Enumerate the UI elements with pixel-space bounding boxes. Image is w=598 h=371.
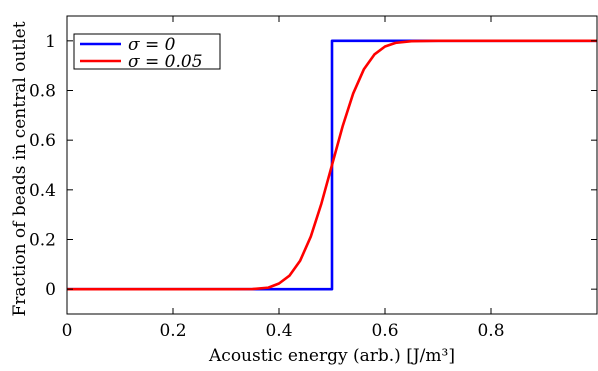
plot-frame: [66, 15, 598, 315]
x-axis-label: Acoustic energy (arb.) [J/m³]: [208, 346, 455, 366]
x-tick-label: 0.8: [477, 321, 504, 341]
x-tick-label: 0: [62, 321, 73, 341]
legend-box: [73, 33, 221, 70]
x-tick-label: 0.2: [159, 321, 186, 341]
y-tick-label: 0.4: [29, 181, 56, 201]
legend-entry: σ = 0.05: [128, 52, 203, 72]
y-axis-label: Fraction of beads in central outlet: [10, 21, 30, 316]
y-tick-label: 0: [45, 280, 56, 300]
y-tick-label: 0.2: [29, 231, 56, 251]
y-tick-label: 1: [45, 32, 56, 52]
x-tick-label: 0.6: [371, 321, 398, 341]
legend-entry: σ = 0: [128, 35, 176, 55]
series-lines: [67, 39, 597, 291]
axis-ticks: [66, 16, 597, 314]
y-tick-label: 0.8: [29, 82, 56, 102]
x-tick-label: 0.4: [265, 321, 292, 341]
tick-labels: 0 0.2 0.4 0.6 0.8 0 0.2 0.4 0.6 0.8 1: [29, 32, 505, 341]
legend: σ = 0σ = 0.05: [73, 33, 221, 72]
y-tick-label: 0.6: [29, 131, 56, 151]
series-line-2: [67, 39, 597, 291]
